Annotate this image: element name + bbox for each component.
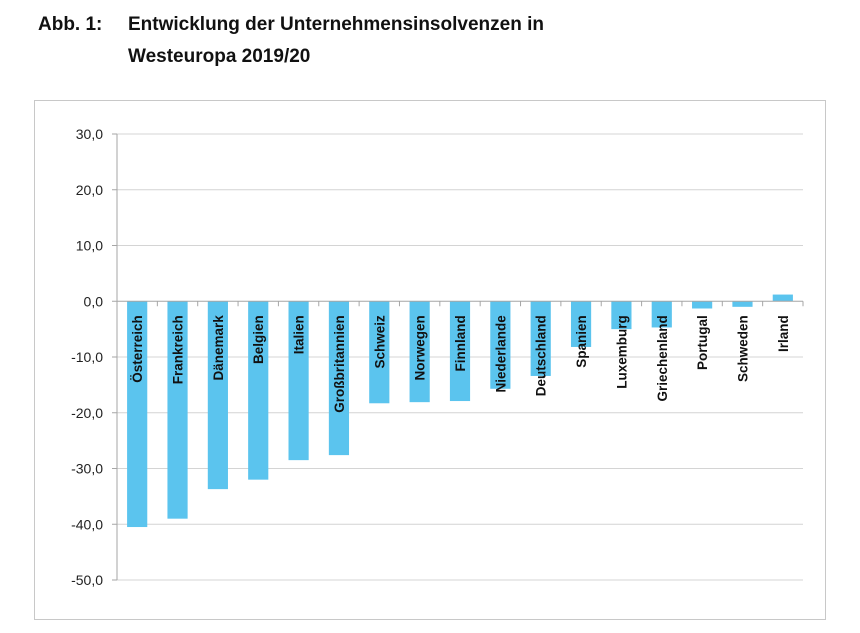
category-label: Griechenland <box>655 315 670 401</box>
category-label: Luxemburg <box>614 315 629 389</box>
bar-1 <box>167 301 188 519</box>
chart-title-line-2: Westeuropa 2019/20 <box>128 46 311 67</box>
category-labels: Österreich Frankreich Dänemark Belgien Itali… <box>130 315 791 413</box>
bars <box>127 294 793 528</box>
bar-9 <box>490 301 511 389</box>
category-label: Belgien <box>251 315 266 364</box>
category-label: Irland <box>776 315 791 352</box>
y-tick-label: -10,0 <box>71 349 103 365</box>
y-tick-label: -20,0 <box>71 405 103 421</box>
bar-13 <box>651 301 672 328</box>
bar-3 <box>248 301 269 480</box>
y-tick-label: -50,0 <box>71 572 103 588</box>
category-label: Spanien <box>574 315 589 368</box>
bar-12 <box>611 301 632 330</box>
category-label: Norwegen <box>413 315 428 380</box>
bar-2 <box>207 301 228 490</box>
category-label: Schweiz <box>372 315 387 369</box>
bar-15 <box>732 301 753 307</box>
y-tick-label: 10,0 <box>76 238 103 254</box>
category-label: Dänemark <box>211 315 226 381</box>
bar-6 <box>369 301 390 404</box>
chart-title-line-1: Entwicklung der Unternehmensinsolvenzen … <box>128 14 544 35</box>
bar-7 <box>409 301 430 403</box>
bar-11 <box>570 301 592 347</box>
bar-14 <box>692 301 713 309</box>
y-tick-label: 0,0 <box>84 293 104 309</box>
bar-10 <box>530 301 551 376</box>
bar-4 <box>288 301 309 461</box>
category-label: Deutschland <box>534 315 549 396</box>
bar-5 <box>328 301 350 456</box>
y-tick-label: 20,0 <box>76 182 103 198</box>
category-label: Frankreich <box>171 315 186 384</box>
bar-8 <box>449 301 471 402</box>
category-label: Österreich <box>130 315 145 383</box>
category-label: Schweden <box>735 315 750 382</box>
y-tick-label: -30,0 <box>71 461 103 477</box>
bar-16 <box>772 294 793 302</box>
y-tick-label: 30,0 <box>76 126 103 142</box>
axes: 30,0 20,0 10,0 0,0 -10,0 -20,0 -30,0 -40,0 -50,0 <box>71 126 804 588</box>
figure-label: Abb. 1: <box>38 14 103 35</box>
bar-0 <box>127 301 148 528</box>
category-label: Niederlande <box>493 315 508 393</box>
category-label: Großbritannien <box>332 315 347 413</box>
category-label: Finnland <box>453 315 468 371</box>
category-label: Portugal <box>695 315 710 370</box>
chart-frame <box>34 100 826 620</box>
y-tick-label: -40,0 <box>71 516 103 532</box>
category-label: Italien <box>292 315 307 354</box>
